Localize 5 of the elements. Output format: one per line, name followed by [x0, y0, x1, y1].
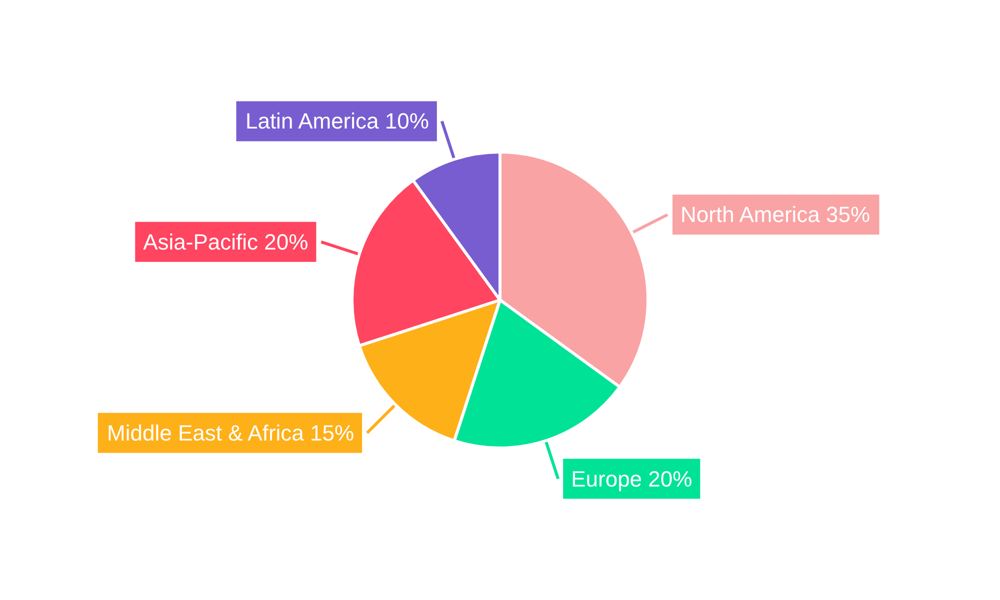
slice-label: Europe 20% — [571, 466, 692, 492]
slice-label: Middle East & Africa 15% — [107, 420, 354, 446]
slice-label: Latin America 10% — [245, 108, 429, 134]
slice-label: Asia-Pacific 20% — [143, 229, 308, 254]
slice-label: North America 35% — [680, 202, 870, 228]
